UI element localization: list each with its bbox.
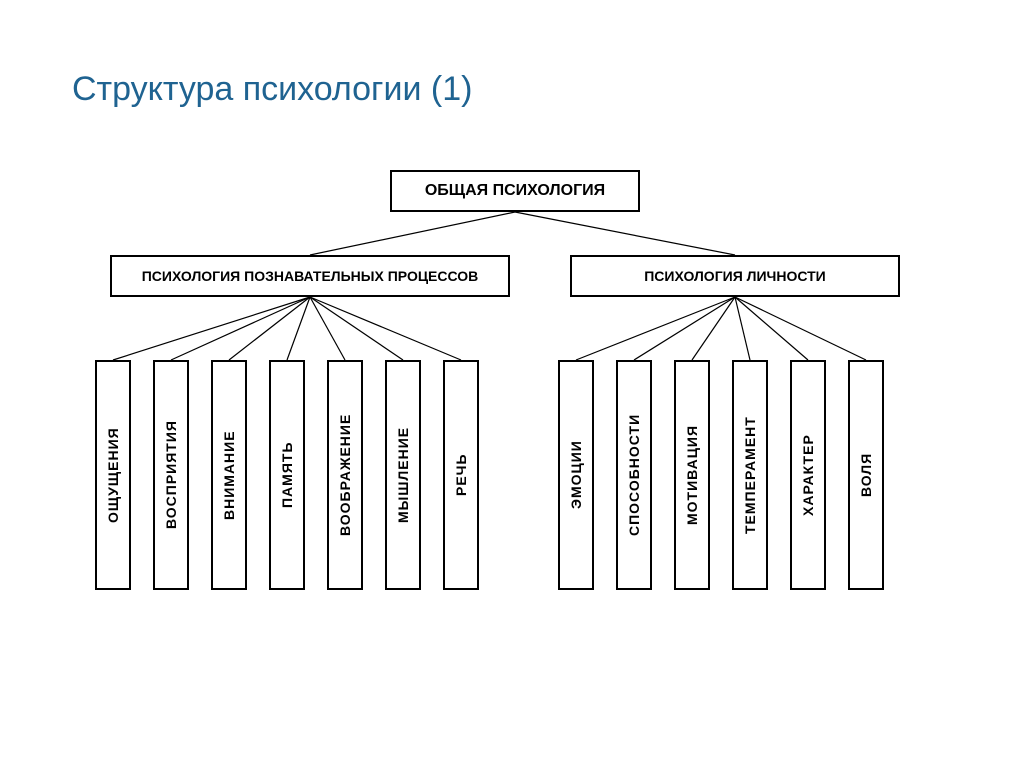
leaf-node: ВОСПРИЯТИЯ: [153, 360, 189, 590]
leaf-node: МОТИВАЦИЯ: [674, 360, 710, 590]
slide-title: Структура психологии (1): [72, 70, 472, 109]
leaf-node: СПОСОБНОСТИ: [616, 360, 652, 590]
leaf-node: ХАРАКТЕР: [790, 360, 826, 590]
leaf-node: ВОЛЯ: [848, 360, 884, 590]
leaf-node: РЕЧЬ: [443, 360, 479, 590]
leaf-node: ВООБРАЖЕНИЕ: [327, 360, 363, 590]
root-node: ОБЩАЯ ПСИХОЛОГИЯ: [390, 170, 640, 212]
leaf-node: ОЩУЩЕНИЯ: [95, 360, 131, 590]
leaf-node: ПАМЯТЬ: [269, 360, 305, 590]
leaf-node: ТЕМПЕРАМЕНТ: [732, 360, 768, 590]
level2-node-cognitive: ПСИХОЛОГИЯ ПОЗНАВАТЕЛЬНЫХ ПРОЦЕССОВ: [110, 255, 510, 297]
slide: Структура психологии (1) ОБЩАЯ ПСИХОЛОГИ…: [0, 0, 1024, 767]
leaf-node: ВНИМАНИЕ: [211, 360, 247, 590]
leaf-node: МЫШЛЕНИЕ: [385, 360, 421, 590]
level2-node-personality: ПСИХОЛОГИЯ ЛИЧНОСТИ: [570, 255, 900, 297]
leaf-node: ЭМОЦИИ: [558, 360, 594, 590]
